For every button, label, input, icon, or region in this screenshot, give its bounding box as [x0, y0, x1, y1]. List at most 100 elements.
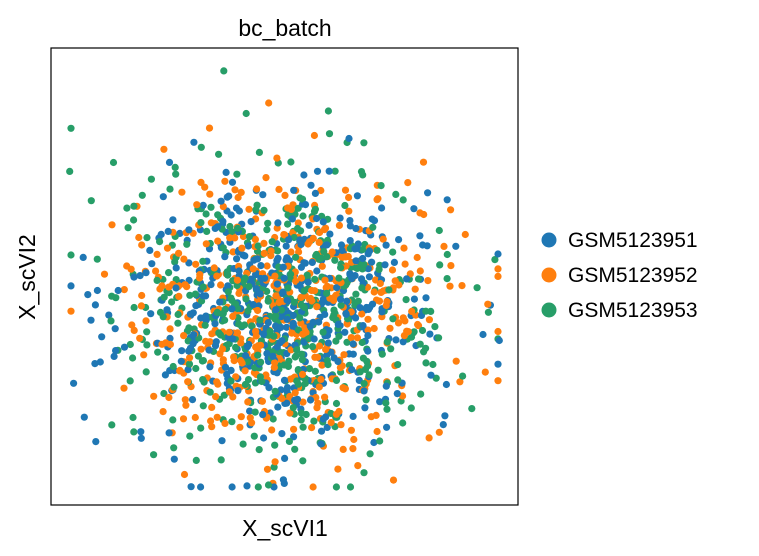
- data-point: [220, 391, 228, 399]
- data-point: [315, 383, 323, 391]
- data-point: [373, 196, 381, 204]
- data-point: [224, 282, 232, 290]
- data-point: [296, 314, 304, 322]
- data-point: [343, 297, 351, 305]
- data-point: [226, 222, 234, 231]
- data-point: [340, 351, 348, 359]
- data-point: [214, 211, 222, 219]
- data-point: [310, 335, 318, 343]
- data-point: [112, 347, 120, 355]
- data-point: [378, 204, 386, 212]
- data-point: [349, 350, 357, 358]
- data-point: [230, 357, 238, 365]
- data-point: [293, 224, 302, 233]
- data-point: [311, 367, 319, 375]
- data-point: [425, 434, 433, 442]
- data-point: [213, 378, 221, 386]
- data-point: [341, 186, 350, 194]
- data-point: [201, 183, 209, 191]
- data-point: [335, 332, 343, 340]
- data-point: [67, 282, 75, 290]
- data-point: [422, 359, 430, 367]
- data-point: [289, 311, 297, 320]
- data-point: [452, 242, 460, 250]
- data-point: [283, 384, 291, 392]
- data-point: [198, 357, 206, 365]
- data-point: [416, 232, 424, 240]
- data-point: [364, 332, 372, 340]
- data-point: [197, 143, 205, 151]
- data-point: [360, 380, 368, 388]
- data-point: [232, 373, 240, 381]
- data-point: [146, 246, 154, 254]
- data-point: [332, 376, 341, 384]
- data-point: [393, 390, 401, 398]
- data-point: [356, 304, 364, 312]
- data-point: [363, 357, 371, 365]
- data-point: [181, 396, 189, 404]
- data-point: [170, 455, 178, 463]
- data-point: [379, 235, 387, 243]
- data-point: [297, 240, 305, 249]
- data-point: [150, 451, 158, 459]
- data-point: [254, 483, 262, 491]
- data-point: [403, 275, 411, 283]
- data-point: [227, 377, 235, 385]
- data-point: [313, 167, 322, 175]
- data-point: [347, 334, 355, 342]
- data-point: [494, 377, 502, 385]
- data-point: [317, 254, 325, 262]
- data-point: [123, 204, 131, 212]
- data-point: [112, 294, 120, 302]
- data-point: [297, 274, 305, 282]
- data-point: [152, 267, 160, 275]
- data-point: [281, 191, 289, 199]
- data-point: [262, 371, 270, 379]
- data-point: [178, 347, 186, 355]
- data-point: [165, 269, 173, 277]
- data-point: [286, 392, 294, 401]
- data-point: [259, 191, 267, 199]
- data-point: [313, 214, 321, 223]
- data-point: [215, 150, 223, 158]
- plot-frame: [50, 47, 519, 506]
- data-point: [439, 421, 447, 429]
- data-point: [166, 185, 174, 193]
- data-point: [207, 203, 215, 211]
- data-point: [143, 234, 151, 242]
- data-point: [447, 262, 455, 270]
- data-point: [126, 340, 134, 349]
- data-point: [87, 197, 95, 205]
- data-point: [354, 297, 362, 305]
- data-point: [308, 424, 316, 432]
- data-point: [259, 330, 268, 338]
- data-point: [337, 264, 345, 272]
- data-point: [291, 396, 299, 404]
- data-point: [67, 251, 75, 259]
- data-point: [315, 342, 324, 350]
- data-point: [346, 217, 354, 225]
- data-point: [336, 214, 344, 222]
- data-point: [143, 341, 151, 349]
- data-point: [130, 216, 138, 224]
- data-point: [214, 237, 222, 245]
- data-point: [208, 423, 216, 431]
- data-point: [373, 427, 381, 436]
- data-point: [248, 419, 256, 427]
- data-point: [249, 265, 257, 273]
- data-point: [311, 275, 319, 283]
- data-point: [176, 367, 184, 375]
- data-point: [359, 254, 367, 263]
- data-point: [424, 277, 432, 285]
- data-point: [170, 383, 178, 391]
- data-point: [320, 247, 328, 256]
- data-point: [130, 273, 138, 281]
- data-point: [123, 262, 131, 270]
- data-point: [334, 465, 342, 473]
- data-point: [174, 310, 182, 319]
- data-point: [277, 306, 285, 314]
- data-point: [147, 175, 155, 183]
- data-point: [370, 217, 379, 225]
- data-point: [193, 201, 201, 209]
- data-point: [255, 148, 263, 156]
